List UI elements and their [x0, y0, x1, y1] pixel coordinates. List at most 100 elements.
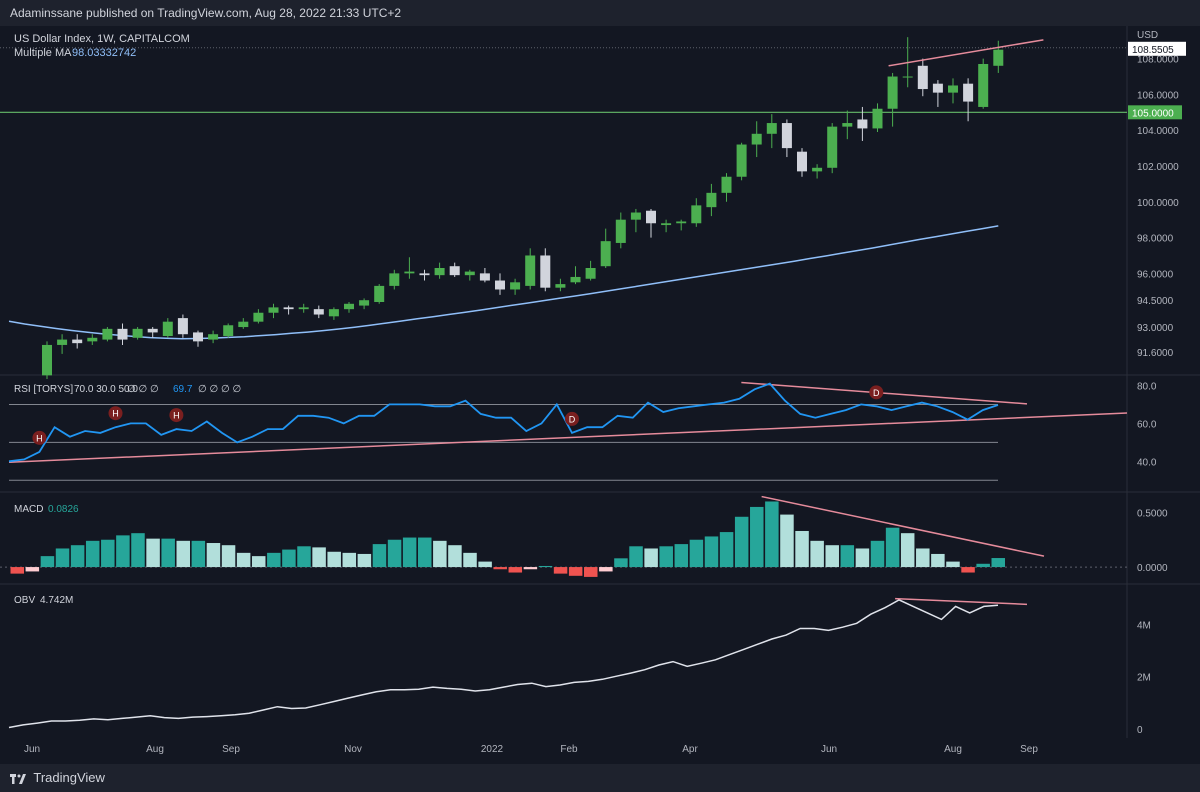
- candle: [495, 273, 505, 295]
- macd-bar: [251, 556, 266, 568]
- rsi-symbols-b: ∅ ∅ ∅ ∅: [198, 384, 241, 395]
- ma-value: 98.03332742: [72, 47, 136, 59]
- macd-bar: [116, 535, 130, 568]
- obv-panel[interactable]: OBV 4.742M 4M 2M 0: [8, 595, 1151, 736]
- price-tick-label: 102.0000: [1137, 162, 1179, 173]
- candle: [661, 219, 672, 233]
- macd-bar: [659, 546, 673, 568]
- macd-bar: [282, 549, 296, 568]
- macd-bar: [991, 558, 1005, 568]
- macd-bar: [327, 551, 341, 568]
- macd-bar: [402, 537, 417, 568]
- macd-bar: [584, 567, 598, 577]
- macd-panel[interactable]: MACD 0.0826 0.5000 0.0000: [0, 495, 1168, 577]
- macd-histogram: [10, 501, 1005, 577]
- macd-bar: [810, 540, 824, 568]
- macd-bar: [297, 546, 311, 568]
- candle: [434, 262, 445, 279]
- macd-bar: [191, 540, 206, 568]
- macd-bar: [85, 540, 100, 568]
- macd-bar: [206, 543, 221, 568]
- obv-trendline[interactable]: [895, 597, 1028, 606]
- time-axis: Jun Aug Sep Nov 2022 Feb Apr Jun Aug Sep: [24, 744, 1038, 755]
- candle: [525, 248, 536, 290]
- candle: [751, 121, 762, 158]
- candle: [615, 212, 626, 249]
- candle: [419, 269, 430, 281]
- price-tick-label: 91.6000: [1137, 348, 1174, 359]
- price-tag-text: 108.5505: [1132, 45, 1174, 56]
- candle: [706, 183, 717, 217]
- candle: [162, 318, 173, 338]
- svg-text:D: D: [873, 388, 880, 398]
- macd-bar: [267, 552, 281, 568]
- macd-bar: [765, 501, 779, 568]
- svg-text:H: H: [112, 409, 119, 419]
- price-tick-label: 106.0000: [1137, 90, 1179, 101]
- macd-bar: [433, 540, 447, 568]
- macd-bar: [614, 558, 628, 568]
- price-tick-label: 104.0000: [1137, 126, 1179, 137]
- macd-bar: [25, 567, 40, 572]
- macd-bar: [644, 548, 658, 568]
- macd-bar: [855, 548, 870, 568]
- candle: [872, 103, 883, 132]
- candle: [479, 268, 490, 283]
- macd-bar: [417, 537, 432, 568]
- chart-area[interactable]: US Dollar Index, 1W, CAPITALCOM Multiple…: [0, 26, 1200, 764]
- candle: [812, 164, 823, 179]
- time-tick-label: Sep: [222, 744, 240, 755]
- candle: [932, 80, 943, 107]
- rsi-axis: 80.0 60.0 40.0: [1137, 381, 1157, 468]
- macd-title: MACD: [14, 504, 43, 515]
- macd-bar: [176, 540, 191, 568]
- macd-trendline[interactable]: [761, 495, 1045, 557]
- candle: [283, 305, 294, 315]
- candle: [917, 58, 928, 97]
- macd-bar: [674, 544, 689, 568]
- rsi-marker: D: [564, 411, 579, 426]
- panel-separators: [0, 26, 1200, 738]
- support-tag-text: 105.0000: [1132, 108, 1174, 119]
- candle: [298, 303, 309, 313]
- price-trendline[interactable]: [888, 39, 1044, 67]
- candle: [253, 309, 264, 324]
- macd-bar: [870, 540, 885, 568]
- candle: [721, 173, 732, 202]
- footer-brand: TradingView: [33, 770, 105, 785]
- rsi-marker: H: [108, 406, 123, 421]
- candle: [344, 302, 354, 313]
- candle: [328, 307, 339, 320]
- time-tick-label: Jun: [24, 744, 40, 755]
- candle: [691, 198, 702, 227]
- candle: [646, 208, 656, 238]
- candle: [449, 262, 460, 277]
- macd-bar: [342, 552, 357, 568]
- candle: [177, 314, 188, 338]
- macd-bar: [131, 533, 145, 568]
- macd-bar: [976, 563, 990, 568]
- candle: [208, 330, 219, 344]
- macd-bar: [825, 545, 839, 568]
- publish-header: Adaminssane published on TradingView.com…: [0, 0, 1200, 26]
- rsi-panel[interactable]: RSI [TORYS] 70.0 30.0 50.0 ∅ ∅ ∅ 69.7 ∅ …: [8, 381, 1157, 481]
- macd-bar: [40, 556, 55, 568]
- price-panel[interactable]: US Dollar Index, 1W, CAPITALCOM Multiple…: [0, 30, 1186, 379]
- candle: [374, 284, 385, 304]
- rsi-resistance-trendline[interactable]: [741, 381, 1028, 405]
- candle: [268, 303, 279, 319]
- svg-text:D: D: [569, 414, 576, 424]
- rsi-support-trendline[interactable]: [8, 412, 1128, 464]
- time-tick-label: 2022: [481, 744, 504, 755]
- macd-bar: [900, 533, 915, 568]
- macd-bar: [146, 538, 160, 568]
- macd-bar: [236, 552, 251, 568]
- time-tick-label: Aug: [146, 744, 164, 755]
- price-tick-label: 93.0000: [1137, 323, 1174, 334]
- candle: [797, 148, 807, 177]
- macd-bar: [387, 539, 402, 568]
- price-tick-label: 100.0000: [1137, 198, 1179, 209]
- rsi-marker: H: [32, 430, 47, 445]
- rsi-line: [8, 382, 999, 463]
- candle: [887, 72, 898, 127]
